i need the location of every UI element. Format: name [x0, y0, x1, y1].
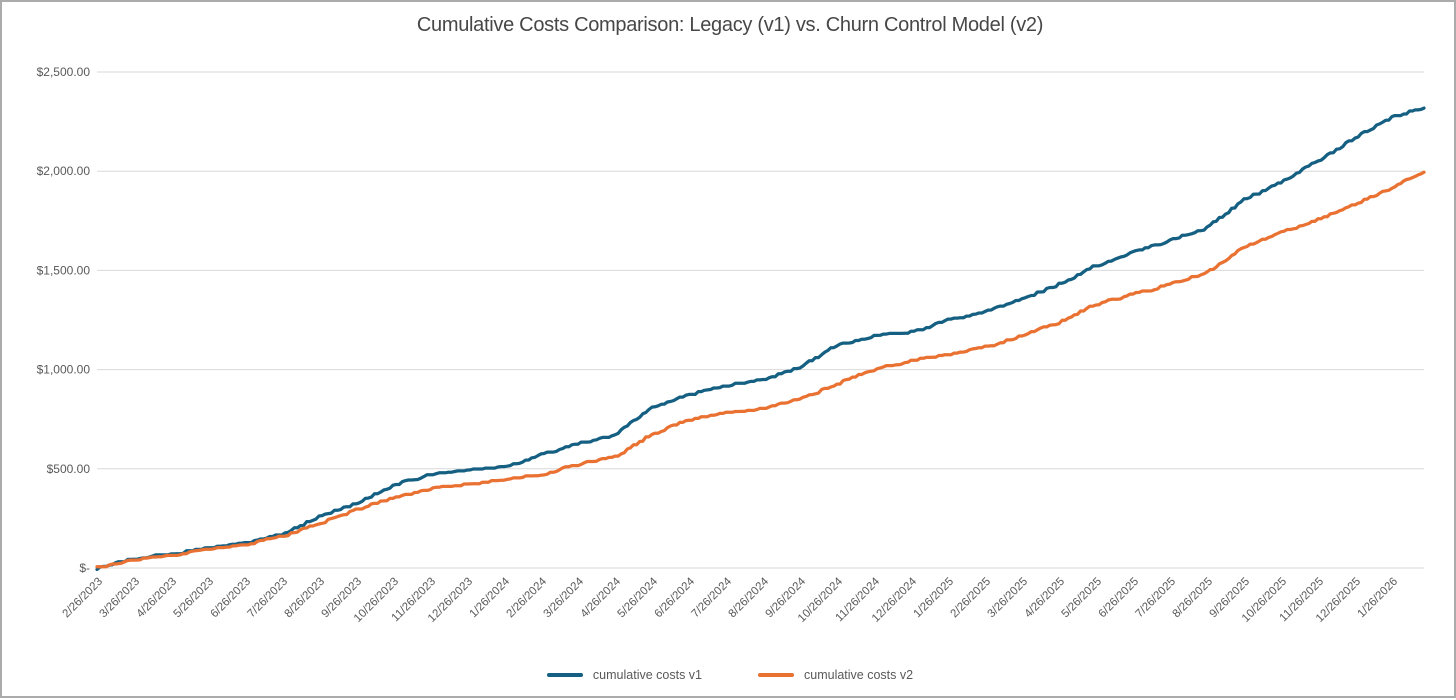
legend-line-swatch-v2 — [758, 673, 794, 677]
y-axis-label: $2,000.00 — [37, 164, 91, 178]
y-axis-label: $- — [79, 561, 90, 575]
y-axis-label: $1,500.00 — [37, 263, 91, 277]
y-axis-label: $1,000.00 — [37, 363, 91, 377]
x-axis-label: 1/26/2026 — [1355, 576, 1400, 621]
legend-label-v2: cumulative costs v2 — [804, 668, 914, 682]
legend: cumulative costs v1 cumulative costs v2 — [2, 668, 1456, 682]
y-axis-label: $500.00 — [47, 462, 91, 476]
series-line-v2 — [95, 170, 1426, 569]
legend-item-v2[interactable]: cumulative costs v2 — [758, 668, 913, 682]
y-axis-label: $2,500.00 — [37, 65, 91, 79]
legend-item-v1[interactable]: cumulative costs v1 — [546, 668, 702, 682]
legend-line-swatch-v1 — [546, 673, 583, 677]
chart-title: Cumulative Costs Comparison: Legacy (v1)… — [416, 14, 1044, 36]
legend-label-v1: cumulative costs v1 — [592, 668, 702, 682]
series-line-v1 — [95, 106, 1426, 572]
